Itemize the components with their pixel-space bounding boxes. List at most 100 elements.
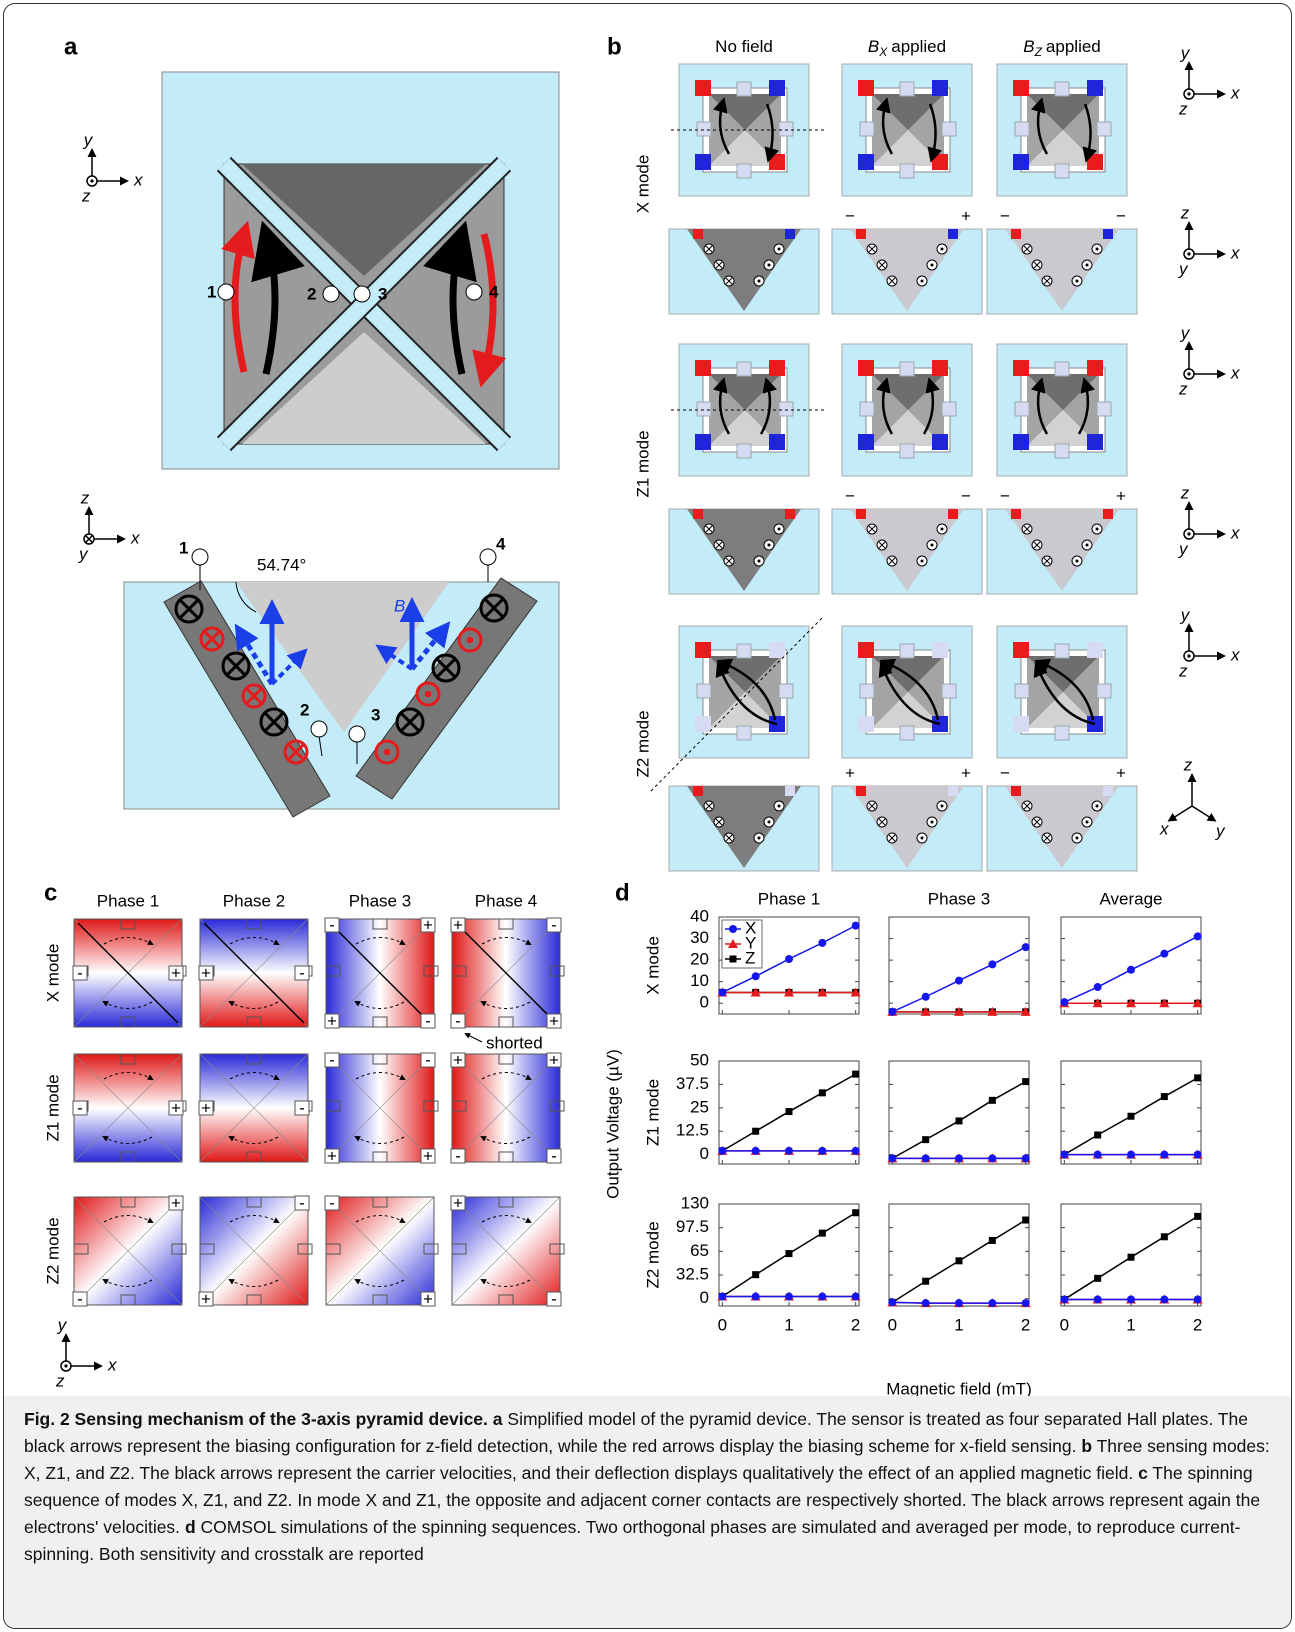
- y-tick-label: 97.5: [676, 1217, 709, 1236]
- current-symbol: [1076, 560, 1079, 563]
- caption-label: c: [1138, 1463, 1148, 1483]
- data-point: [922, 1154, 930, 1162]
- contact-pad: [1103, 786, 1113, 796]
- data-point: [718, 988, 726, 996]
- polarity: +: [423, 1146, 433, 1165]
- contact-pad: [1097, 122, 1111, 136]
- data-point: [1160, 1151, 1168, 1159]
- data-point: [1128, 1254, 1135, 1261]
- contact-pad: [858, 154, 874, 170]
- data-point: [1194, 1151, 1202, 1159]
- data-point: [752, 1128, 759, 1135]
- data-point: [718, 1293, 726, 1301]
- data-point: [852, 1293, 860, 1301]
- polarity: −: [1000, 486, 1010, 505]
- polarity: -: [455, 1146, 461, 1165]
- contact-pad: [1013, 360, 1029, 376]
- contact-pad: [1013, 434, 1029, 450]
- row-label: Z1 mode: [643, 1079, 662, 1146]
- contact-pad: [900, 164, 914, 178]
- contact-pad: [1011, 786, 1021, 796]
- current-symbol: [941, 805, 944, 808]
- y-tick-label: 12.5: [676, 1121, 709, 1140]
- data-point: [1161, 1093, 1168, 1100]
- data-point: [1060, 998, 1068, 1006]
- data-point: [752, 1147, 760, 1155]
- column-title: Phase 4: [475, 891, 537, 910]
- axis-label: x: [1230, 243, 1240, 262]
- contact-pad: [1087, 434, 1103, 450]
- column-title: Phase 1: [758, 889, 820, 908]
- row-label: Z1 mode: [633, 430, 652, 497]
- contact-label: 3: [378, 284, 387, 303]
- contact-pad: [1015, 684, 1029, 698]
- current-symbol: [758, 560, 761, 563]
- x-tick-label: 2: [851, 1315, 860, 1334]
- current-symbol: [758, 837, 761, 840]
- data-point: [785, 955, 793, 963]
- data-point: [1094, 1275, 1101, 1282]
- contact-pad: [695, 360, 711, 376]
- pyramid-cross-section: 54.74° B 1 2 3 4: [124, 534, 559, 817]
- polarity: -: [329, 915, 335, 934]
- axis-label: z: [1178, 99, 1188, 118]
- current-symbol: [1086, 264, 1089, 267]
- contact-pad: [697, 684, 711, 698]
- column-title: BZapplied: [1023, 37, 1101, 59]
- contact-pad: [697, 122, 711, 136]
- contact-pad: [1013, 642, 1029, 658]
- current-symbol: [1086, 821, 1089, 824]
- y-tick-label: 0: [700, 1144, 709, 1163]
- data-point: [922, 1299, 930, 1307]
- y-tick-label: 40: [690, 906, 709, 925]
- data-point: [1127, 966, 1135, 974]
- axis-label: z: [81, 186, 91, 205]
- y-tick-label: 0: [700, 993, 709, 1012]
- contact-pad: [942, 684, 956, 698]
- data-point: [1161, 1233, 1168, 1240]
- data-point: [1194, 1213, 1201, 1220]
- data-point: [1194, 1074, 1201, 1081]
- contact: [218, 284, 234, 300]
- axis-label: y: [1215, 821, 1226, 840]
- x-tick-label: 2: [1021, 1315, 1030, 1334]
- polarity: +: [1116, 486, 1126, 505]
- current-symbol: [1086, 544, 1089, 547]
- polarity: +: [171, 1193, 181, 1212]
- column-title: Average: [1099, 889, 1162, 908]
- figure-frame: a 1 2 3 4 54.74° B: [3, 3, 1292, 1629]
- polarity: +: [549, 1011, 559, 1030]
- contact-pad: [1103, 229, 1113, 239]
- contact-pad: [769, 154, 785, 170]
- data-point: [1160, 1295, 1168, 1303]
- contact: [323, 286, 339, 302]
- polarity: +: [201, 1098, 211, 1117]
- data-point: [718, 1147, 726, 1155]
- angle-label: 54.74°: [257, 555, 306, 574]
- x-tick-label: 1: [954, 1315, 963, 1334]
- axis-label: y: [1178, 539, 1189, 558]
- contact-pad: [932, 642, 948, 658]
- y-tick-label: 20: [690, 950, 709, 969]
- polarity: +: [171, 963, 181, 982]
- y-tick-label: 10: [690, 971, 709, 990]
- current-symbol: [921, 837, 924, 840]
- axis-label: y: [83, 130, 94, 149]
- polarity: +: [201, 963, 211, 982]
- data-point: [852, 922, 860, 930]
- data-point: [956, 1117, 963, 1124]
- column-title: B: [1023, 37, 1034, 56]
- contact-pad: [1011, 509, 1021, 519]
- data-point: [818, 939, 826, 947]
- current-symbol: [931, 821, 934, 824]
- pyramid-top-view: 1 2 3 4: [162, 72, 559, 469]
- polarity: +: [549, 1050, 559, 1069]
- x-axis-title: Magnetic field (mT): [886, 1379, 1031, 1396]
- contact-pad: [948, 509, 958, 519]
- caption: Fig. 2 Sensing mechanism of the 3-axis p…: [4, 1396, 1291, 1628]
- contact-pad: [695, 434, 711, 450]
- column-title: No field: [715, 37, 773, 56]
- data-point: [1094, 983, 1102, 991]
- axis-origin: [1187, 654, 1190, 657]
- axis-label: y: [78, 544, 89, 563]
